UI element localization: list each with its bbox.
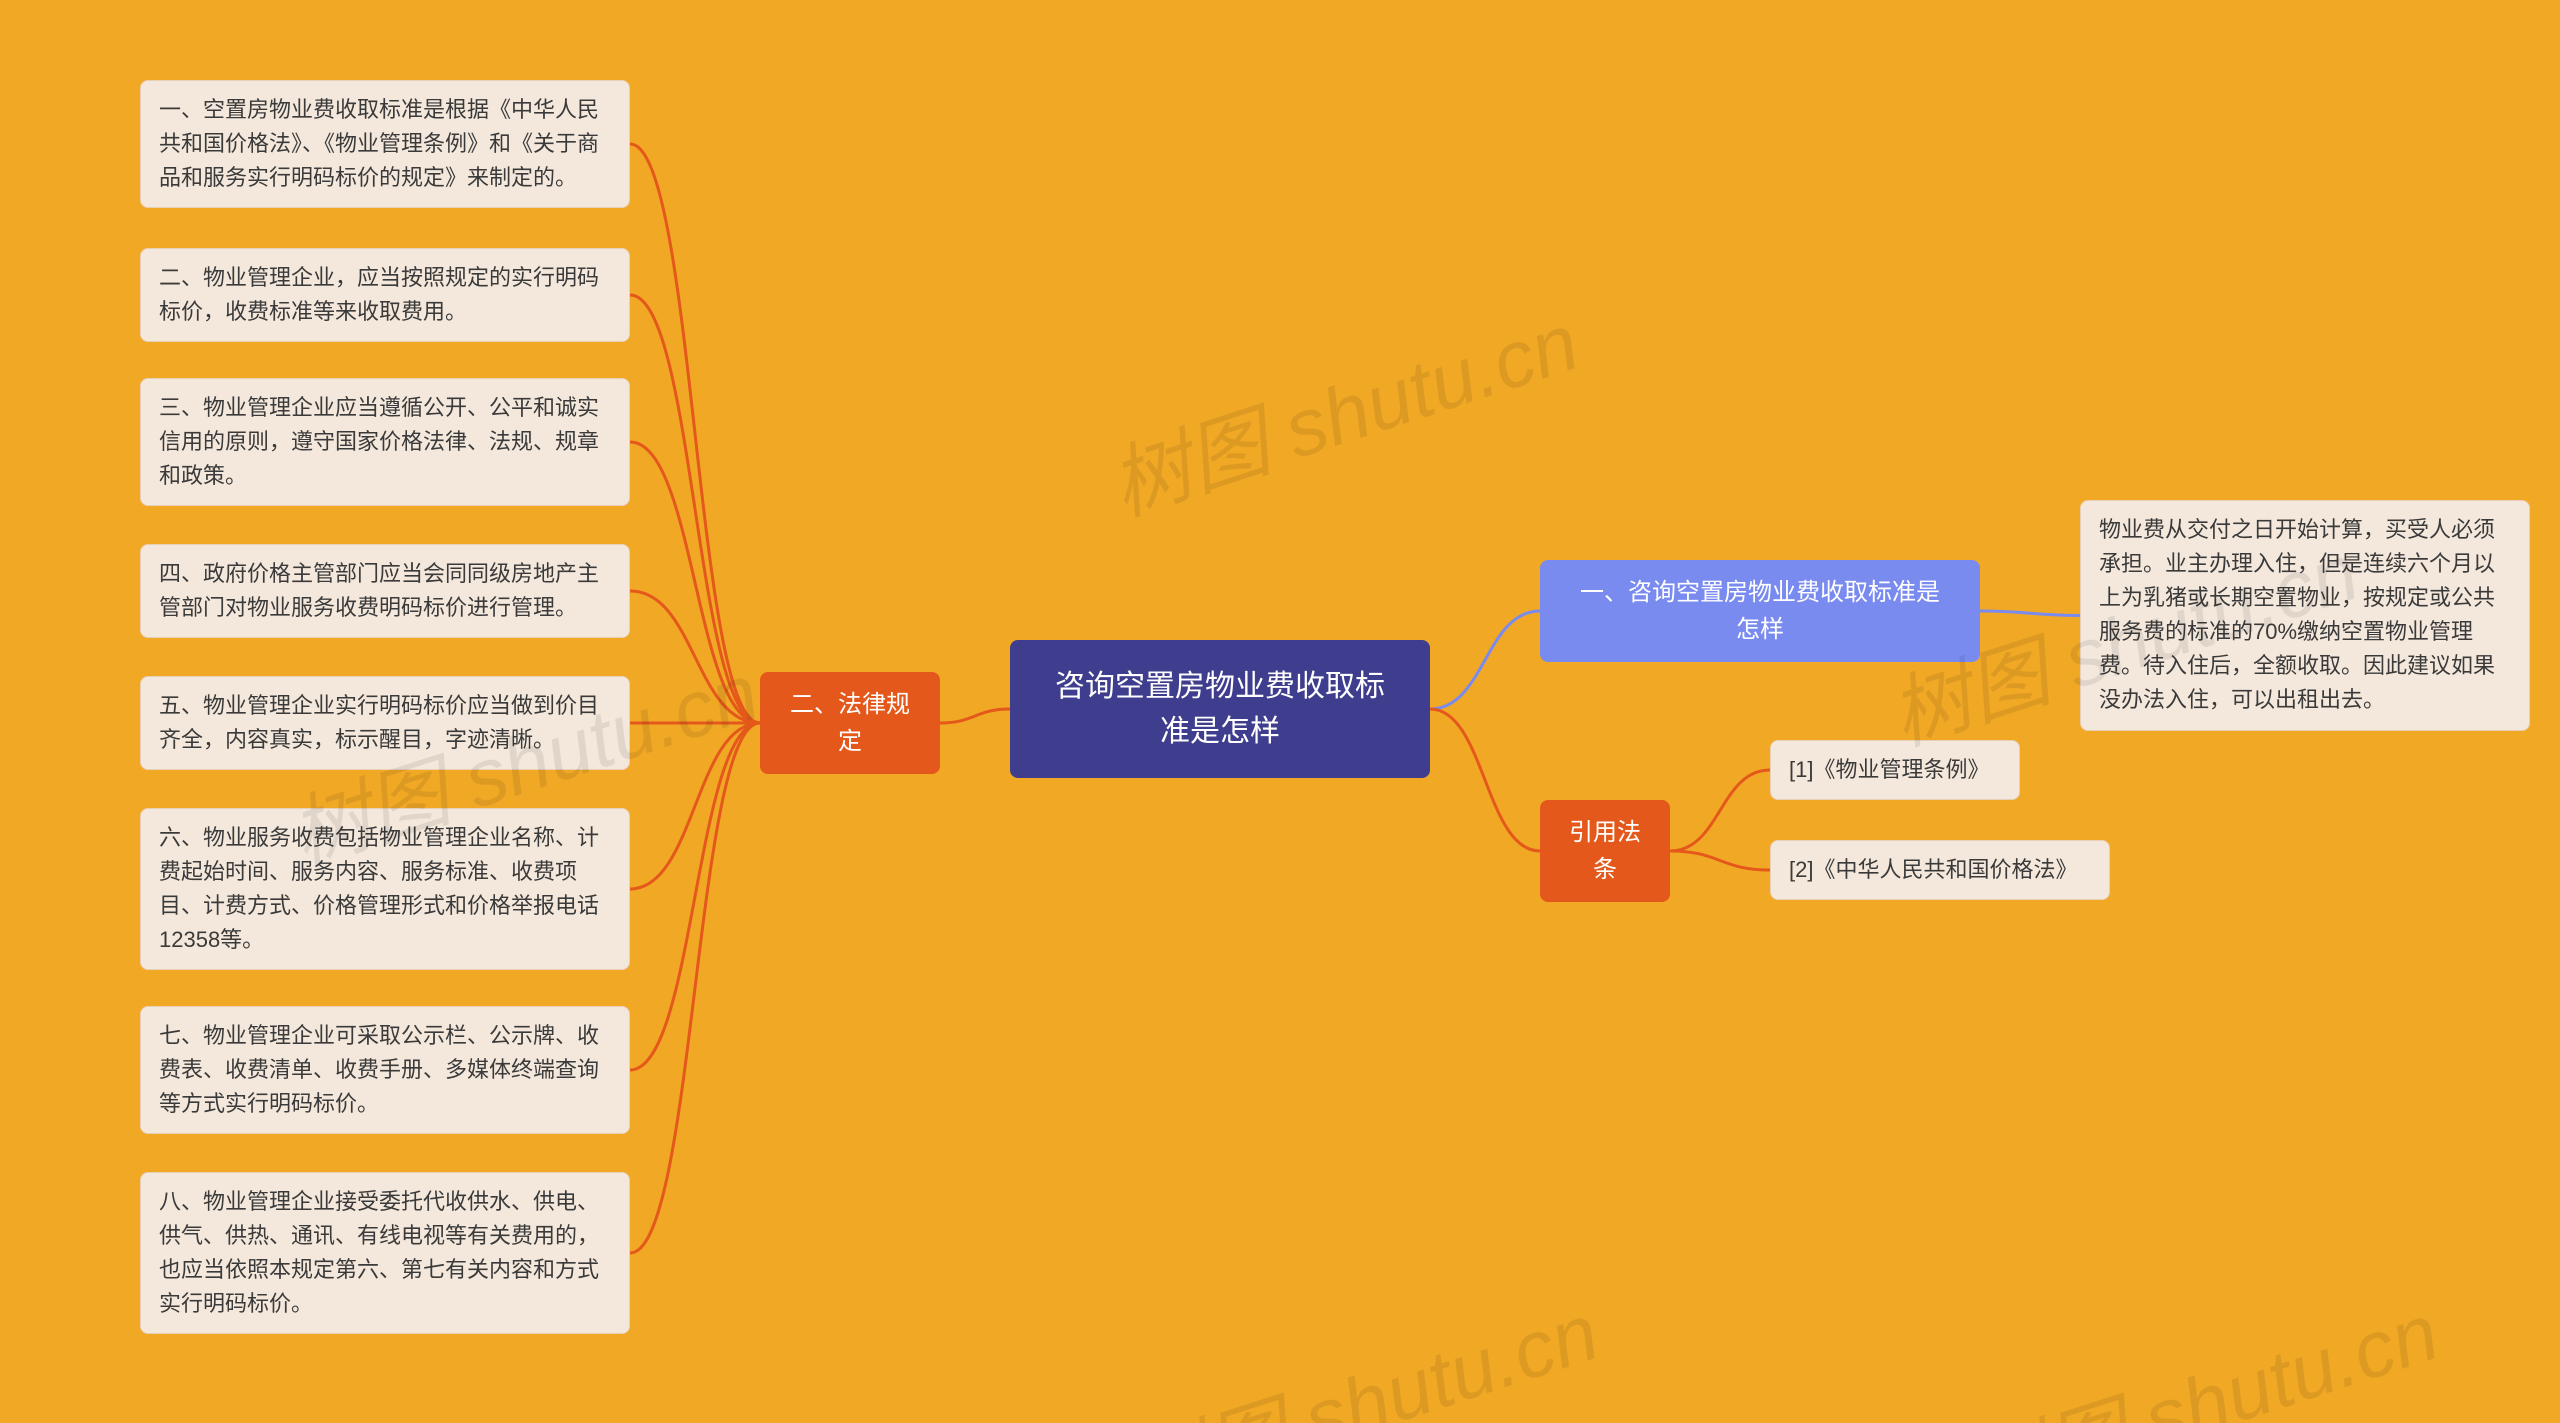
mindmap-canvas: 咨询空置房物业费收取标 准是怎样 一、咨询空置房物业费收取标准是 怎样引用法条 二、… [0,0,2560,1423]
node-l3_6[interactable]: 六、物业服务收费包括物业管理企业名称、计费起始时间、服务内容、服务标准、收费项目… [140,808,630,970]
node-b2[interactable]: 引用法条 [1540,800,1670,902]
node-l3_2[interactable]: 二、物业管理企业，应当按照规定的实行明码标价，收费标准等来收取费用。 [140,248,630,342]
edge [940,709,1010,723]
edge [1430,611,1540,709]
edge [630,295,760,723]
node-label: 二、物业管理企业，应当按照规定的实行明码标价，收费标准等来收取费用。 [159,265,599,324]
node-label: 引用法条 [1569,819,1641,883]
node-label: 二、法律规定 [790,691,910,755]
watermark: 树图 shutu.cn [1954,1268,2451,1423]
node-l3_1[interactable]: 一、空置房物业费收取标准是根据《中华人民共和国价格法》、《物业管理条例》和《关于… [140,80,630,208]
node-root[interactable]: 咨询空置房物业费收取标 准是怎样 [1010,640,1430,778]
node-label: [2]《中华人民共和国价格法》 [1789,857,2077,882]
node-l1_1[interactable]: 物业费从交付之日开始计算，买受人必须承担。业主办理入住，但是连续六个月以上为乳猪… [2080,500,2530,731]
node-label: 七、物业管理企业可采取公示栏、公示牌、收费表、收费清单、收费手册、多媒体终端查询… [159,1023,599,1116]
node-l3_3[interactable]: 三、物业管理企业应当遵循公开、公平和诚实信用的原则，遵守国家价格法律、法规、规章… [140,378,630,506]
node-label: 一、空置房物业费收取标准是根据《中华人民共和国价格法》、《物业管理条例》和《关于… [159,97,599,190]
edge [1430,709,1540,851]
node-label: 咨询空置房物业费收取标 准是怎样 [1055,670,1385,748]
node-l2_1[interactable]: [1]《物业管理条例》 [1770,740,2020,800]
watermark: 树图 shutu.cn [1094,278,1591,538]
node-label: 一、咨询空置房物业费收取标准是 怎样 [1580,579,1940,643]
edge [1980,611,2080,616]
edge [630,723,760,1070]
node-l3_5[interactable]: 五、物业管理企业实行明码标价应当做到价目齐全，内容真实，标示醒目，字迹清晰。 [140,676,630,770]
node-label: 物业费从交付之日开始计算，买受人必须承担。业主办理入住，但是连续六个月以上为乳猪… [2099,517,2495,712]
node-l3_8[interactable]: 八、物业管理企业接受委托代收供水、供电、供气、供热、通讯、有线电视等有关费用的，… [140,1172,630,1334]
edge [630,442,760,723]
node-label: 四、政府价格主管部门应当会同同级房地产主管部门对物业服务收费明码标价进行管理。 [159,561,599,620]
node-l3_7[interactable]: 七、物业管理企业可采取公示栏、公示牌、收费表、收费清单、收费手册、多媒体终端查询… [140,1006,630,1134]
node-b1[interactable]: 一、咨询空置房物业费收取标准是 怎样 [1540,560,1980,662]
node-label: 三、物业管理企业应当遵循公开、公平和诚实信用的原则，遵守国家价格法律、法规、规章… [159,395,599,488]
node-l2_2[interactable]: [2]《中华人民共和国价格法》 [1770,840,2110,900]
edge [630,723,760,889]
node-label: 六、物业服务收费包括物业管理企业名称、计费起始时间、服务内容、服务标准、收费项目… [159,825,599,952]
node-label: [1]《物业管理条例》 [1789,757,1989,782]
edge [1670,770,1770,851]
edge [630,591,760,723]
node-l3_4[interactable]: 四、政府价格主管部门应当会同同级房地产主管部门对物业服务收费明码标价进行管理。 [140,544,630,638]
edge [1670,851,1770,870]
edge [630,723,760,1253]
edge [630,144,760,723]
node-label: 五、物业管理企业实行明码标价应当做到价目齐全，内容真实，标示醒目，字迹清晰。 [159,693,599,752]
watermark: 树图 shutu.cn [1114,1268,1611,1423]
node-label: 八、物业管理企业接受委托代收供水、供电、供气、供热、通讯、有线电视等有关费用的，… [159,1189,599,1316]
node-b3[interactable]: 二、法律规定 [760,672,940,774]
